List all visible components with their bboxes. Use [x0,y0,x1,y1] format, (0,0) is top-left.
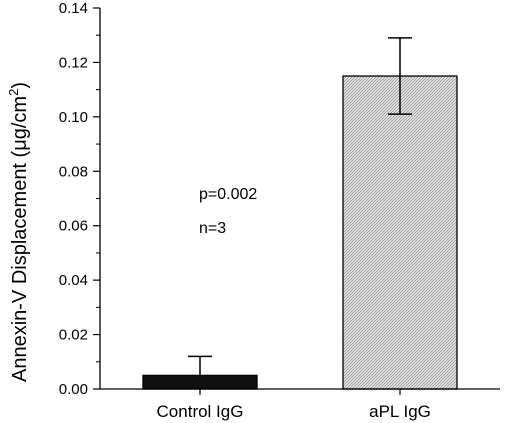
y-tick-label: 0.06 [59,218,88,235]
y-tick-label: 0.02 [59,327,88,344]
x-axis-labels: Control IgG aPL IgG [157,389,431,421]
y-tick-label: 0.12 [59,54,88,71]
y-tick-label: 0.10 [59,109,88,126]
p-value-annotation: p=0.002 [199,186,257,203]
n-annotation: n=3 [199,220,226,237]
y-axis-label: Annexin-V Displacement (μg/cm2) [6,82,31,382]
y-axis-label-superscript: 2 [6,89,21,96]
x-tick-label: aPL IgG [369,402,431,421]
x-tick-label: Control IgG [157,402,244,421]
y-tick-label: 0.14 [59,0,88,17]
bar-control-igg [142,374,258,390]
y-tick-label: 0.04 [59,272,88,289]
bars [142,75,458,390]
error-bars [188,37,412,376]
y-axis-ticks: 0.00 0.02 0.04 0.06 0.08 0.10 0.12 0.14 [59,0,100,398]
y-tick-label: 0.00 [59,381,88,398]
y-tick-label: 0.08 [59,163,88,180]
bar-apl-igg [342,75,458,390]
